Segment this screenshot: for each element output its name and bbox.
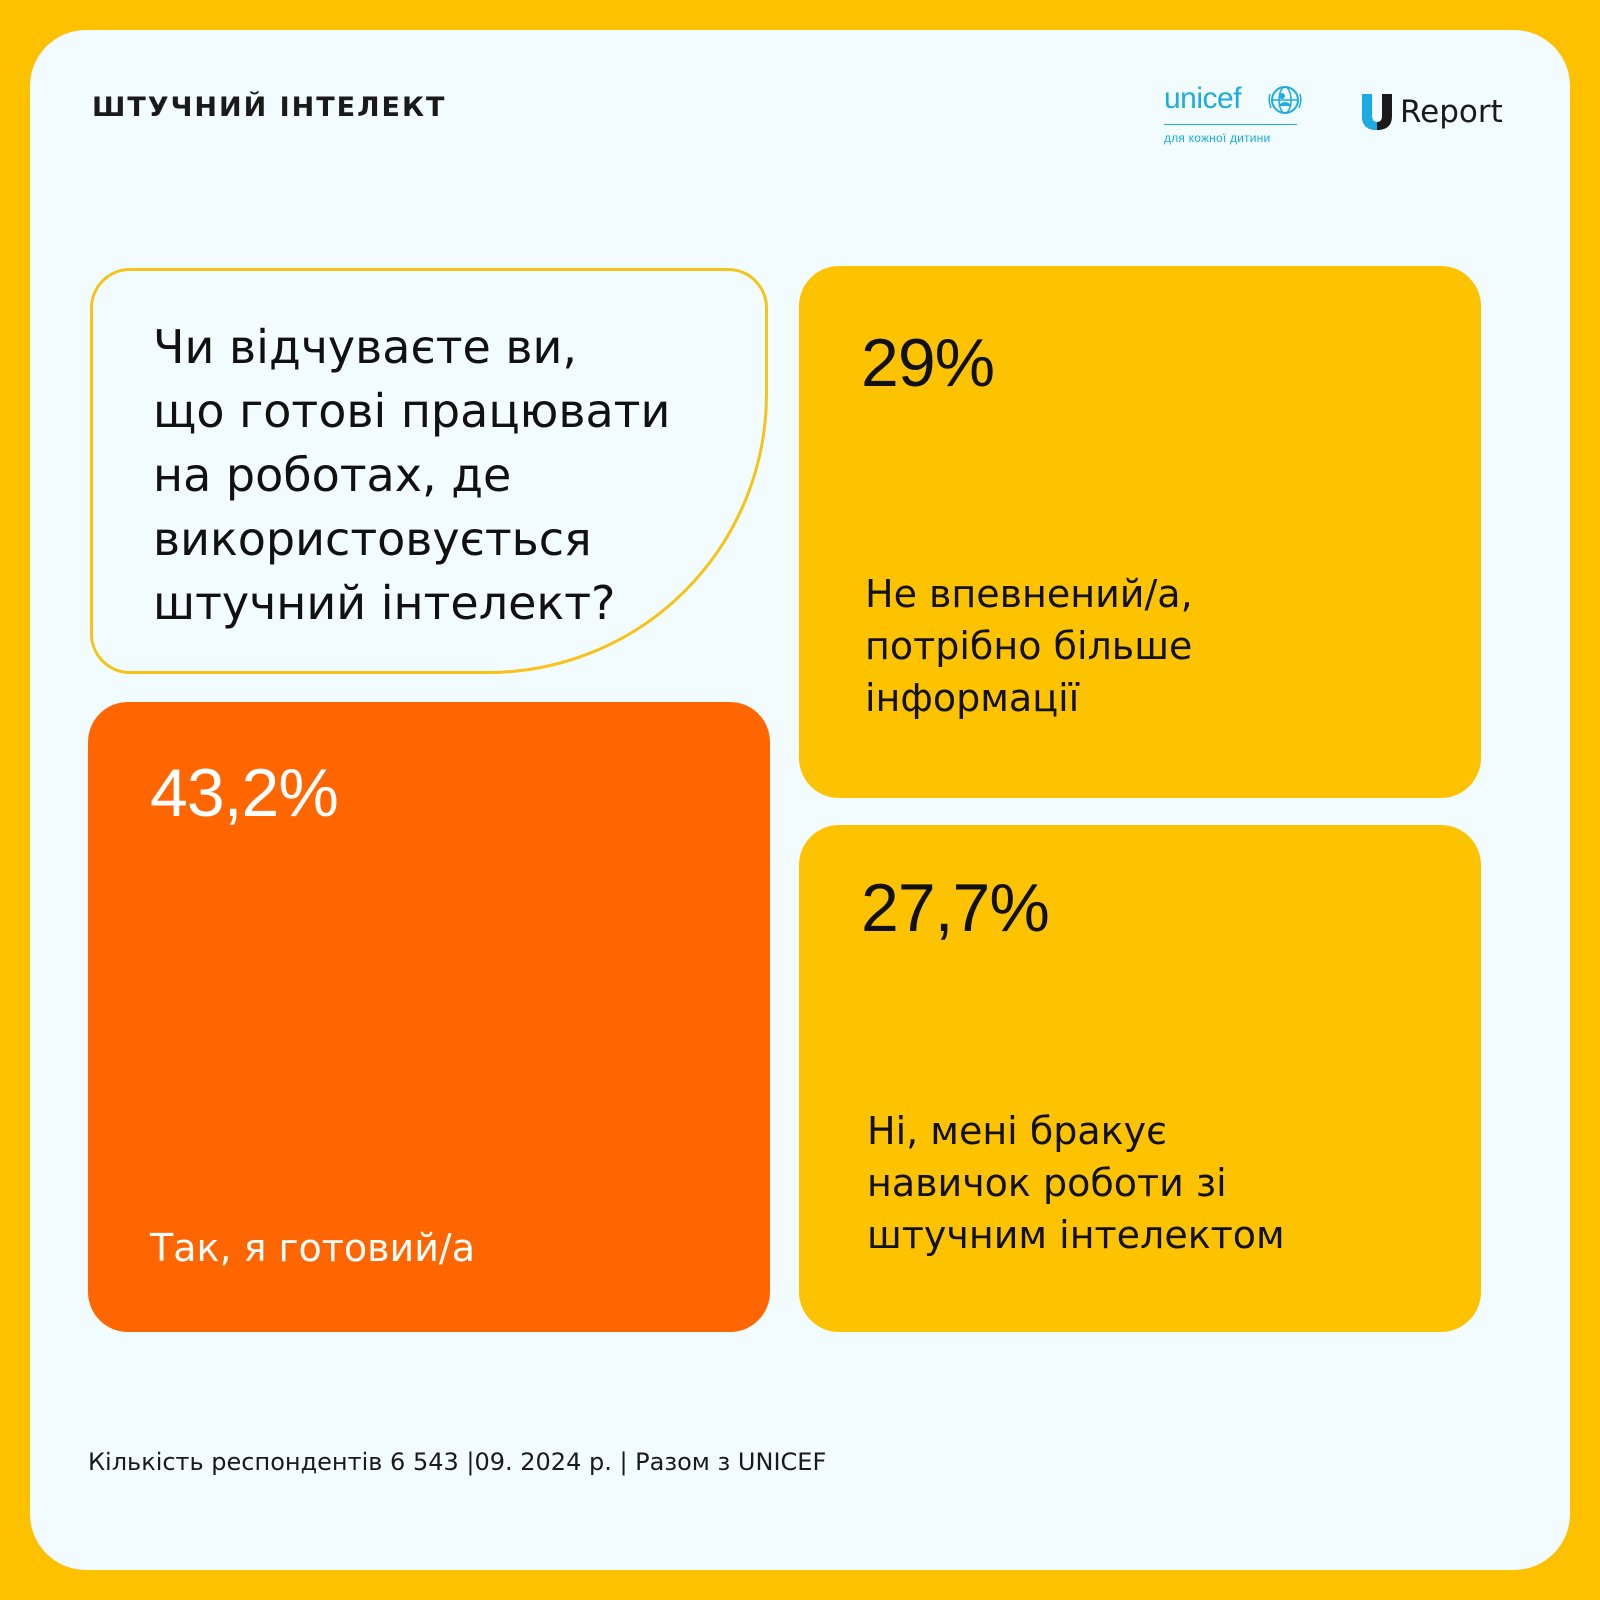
topic-title: ШТУЧНИЙ ІНТЕЛЕКТ: [92, 92, 447, 123]
answer-label: Так, я готовий/а: [150, 1222, 475, 1274]
answer-label: Не впевнений/а, потрібно більше інформац…: [865, 568, 1193, 724]
unicef-tagline: для кожної дитини: [1164, 131, 1271, 145]
ureport-u-icon: [1362, 94, 1392, 130]
answer-percent: 29%: [861, 325, 995, 401]
answer-label-line: Ні, мені бракує: [867, 1109, 1167, 1153]
answer-tile-yes: 43,2% Так, я готовий/а: [88, 702, 770, 1332]
answer-label-line: Не впевнений/а,: [865, 572, 1193, 616]
answer-tile-unsure: 29% Не впевнений/а, потрібно більше інфо…: [799, 266, 1481, 798]
answer-percent: 43,2%: [150, 755, 339, 831]
answer-label-line: штучним інтелектом: [867, 1213, 1285, 1257]
answer-tile-no: 27,7% Ні, мені бракує навичок роботи зі …: [799, 825, 1481, 1332]
unicef-logo: unicef для кожної дитини: [1164, 82, 1302, 145]
question-line: Чи відчуваєте ви,: [153, 320, 578, 374]
question-text: Чи відчуваєте ви, що готові працювати на…: [153, 315, 733, 635]
question-line: використовується: [153, 512, 592, 566]
unicef-divider: [1164, 124, 1297, 125]
answer-label-line: потрібно більше: [865, 624, 1193, 668]
answer-label-line: навичок роботи зі: [867, 1161, 1227, 1205]
unicef-globe-icon: [1268, 86, 1302, 114]
question-line: що готові працювати: [153, 384, 671, 438]
footer-source: Кількість респондентів 6 543 |09. 2024 р…: [88, 1448, 827, 1476]
answer-label-line: інформації: [865, 676, 1080, 720]
question-line: на роботах, де: [153, 448, 512, 502]
question-bubble: Чи відчуваєте ви, що готові працювати на…: [90, 268, 768, 674]
ureport-logo: Report: [1360, 92, 1503, 132]
answer-label: Ні, мені бракує навичок роботи зі штучни…: [867, 1105, 1285, 1261]
answer-percent: 27,7%: [861, 870, 1050, 946]
question-line: штучний інтелект?: [153, 576, 616, 630]
unicef-wordmark: unicef: [1164, 82, 1242, 115]
infographic-card: ШТУЧНИЙ ІНТЕЛЕКТ unicef для кожної дитин…: [30, 30, 1570, 1570]
answer-label-line: Так, я готовий/а: [150, 1226, 476, 1270]
ureport-wordmark: Report: [1400, 94, 1503, 130]
